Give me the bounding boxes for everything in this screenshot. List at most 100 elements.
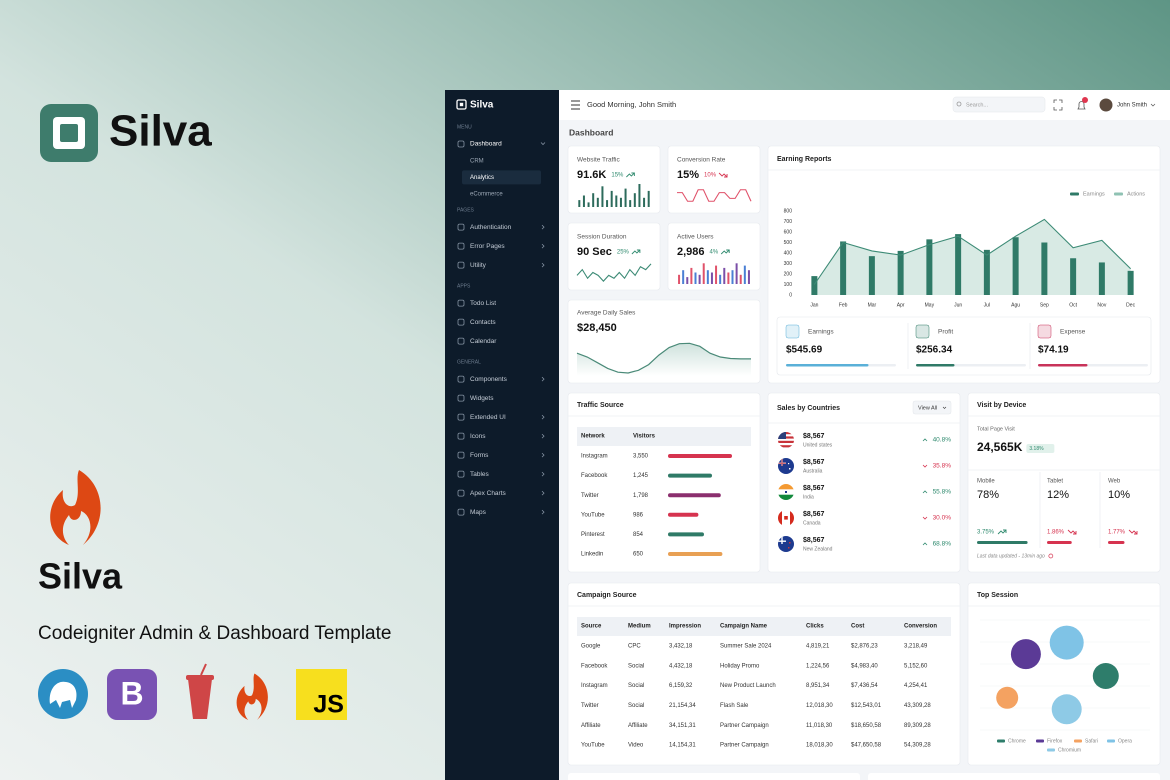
table-cell: 5,152,60 bbox=[904, 663, 928, 669]
legend-swatch bbox=[1114, 192, 1123, 196]
country-name: Australia bbox=[803, 468, 823, 474]
menu-item[interactable]: Widgets bbox=[470, 395, 494, 402]
spark-bar bbox=[610, 190, 613, 207]
search-box[interactable] bbox=[952, 96, 1046, 113]
network-name: Facebook bbox=[581, 473, 608, 479]
table-cell: 18,018,30 bbox=[806, 743, 833, 749]
flag-part bbox=[778, 510, 782, 526]
menu-item[interactable]: Dashboard bbox=[470, 141, 502, 148]
card-title: Traffic Source bbox=[577, 402, 624, 409]
update-note: Last data updated - 13min ago bbox=[977, 553, 1045, 559]
session-bubble bbox=[1092, 662, 1119, 689]
menu-icon bbox=[457, 375, 465, 383]
arrow-head bbox=[1073, 531, 1077, 535]
country-flag bbox=[778, 458, 794, 474]
notification-icon[interactable] bbox=[1077, 101, 1086, 110]
submenu-item[interactable]: CRM bbox=[470, 158, 484, 164]
menu-item[interactable]: Forms bbox=[470, 452, 489, 459]
table-header bbox=[577, 617, 951, 636]
share-bar bbox=[668, 552, 723, 556]
menu-item[interactable]: Calendar bbox=[470, 338, 497, 345]
sidebar-logo bbox=[456, 99, 467, 110]
table-cell: Facebook bbox=[581, 663, 608, 669]
card-title: Campaign Source bbox=[577, 592, 637, 599]
menu-item[interactable]: Contacts bbox=[470, 319, 496, 326]
up-chevron bbox=[922, 438, 928, 442]
spark-bar bbox=[690, 267, 693, 284]
stat-change: 15% bbox=[611, 173, 624, 179]
table-cell: CPC bbox=[628, 644, 641, 650]
menu-item[interactable]: Maps bbox=[470, 509, 487, 516]
menu-item[interactable]: Icons bbox=[470, 433, 486, 440]
y-tick-label: 700 bbox=[784, 219, 793, 225]
spark-bar bbox=[715, 265, 718, 284]
menu-icon bbox=[457, 413, 465, 421]
earnings-bar bbox=[1127, 270, 1134, 295]
menu-icon bbox=[457, 140, 465, 148]
trend-up-icon bbox=[720, 249, 730, 255]
earnings-bar bbox=[1012, 237, 1019, 295]
spark-bar bbox=[582, 195, 585, 207]
sidebar-heading: PAGES bbox=[457, 207, 475, 213]
campaign-card bbox=[567, 582, 961, 766]
menu-chevron bbox=[541, 433, 545, 439]
user-chevron bbox=[1150, 103, 1156, 107]
visitor-count: 650 bbox=[633, 552, 644, 558]
legend-label: Opera bbox=[1118, 738, 1132, 744]
menu-active-bg bbox=[462, 170, 541, 185]
table-cell: Video bbox=[628, 743, 644, 749]
table-cell: $12,543,01 bbox=[851, 703, 882, 709]
greeting: Good Morning, John Smith bbox=[587, 100, 676, 109]
flag-part bbox=[778, 440, 794, 443]
progress-bar bbox=[786, 364, 869, 367]
js-letters: JS bbox=[313, 691, 344, 719]
card-partial bbox=[568, 773, 860, 780]
earnings-bar bbox=[1041, 242, 1048, 295]
logo-mark-core bbox=[60, 124, 78, 142]
user-name[interactable]: John Smith bbox=[1117, 103, 1147, 109]
table-cell: Flash Sale bbox=[720, 703, 749, 709]
y-tick-label: 800 bbox=[784, 208, 793, 214]
table-cell: $47,650,58 bbox=[851, 743, 882, 749]
menu-item[interactable]: Components bbox=[470, 376, 508, 383]
device-name: Mobile bbox=[977, 479, 995, 485]
menu-item[interactable]: Apex Charts bbox=[470, 490, 507, 497]
country-flag bbox=[778, 432, 794, 448]
menu-item[interactable]: Error Pages bbox=[470, 243, 505, 250]
menu-item[interactable]: Utility bbox=[470, 262, 487, 269]
menu-item[interactable]: Tables bbox=[470, 471, 490, 478]
search-placeholder[interactable]: Search... bbox=[966, 102, 988, 108]
table-cell: Partner Campaign bbox=[720, 723, 769, 729]
table-cell: Instagram bbox=[581, 683, 608, 689]
spark-bar bbox=[710, 272, 713, 284]
summary-icon bbox=[785, 324, 800, 339]
fullscreen-icon[interactable] bbox=[1053, 99, 1063, 111]
x-tick-label: Mar bbox=[868, 302, 877, 308]
submenu-item[interactable]: eCommerce bbox=[470, 192, 503, 198]
table-cell: Social bbox=[628, 703, 644, 709]
device-name: Web bbox=[1108, 479, 1121, 485]
view-all-label[interactable]: View All bbox=[918, 405, 937, 411]
x-tick-label: Agu bbox=[1011, 302, 1020, 308]
spark-line bbox=[576, 263, 652, 282]
spark-bar bbox=[735, 263, 738, 284]
spark-bar bbox=[606, 200, 609, 207]
stat-title: Session Duration bbox=[577, 234, 627, 241]
spark-bar bbox=[638, 184, 641, 207]
card-title: Average Daily Sales bbox=[577, 310, 636, 317]
summary-label: Earnings bbox=[808, 329, 834, 336]
table-cell: $4,983,40 bbox=[851, 663, 878, 669]
submenu-item[interactable]: Analytics bbox=[470, 175, 494, 181]
view-all-button[interactable] bbox=[912, 400, 952, 415]
earnings-bar bbox=[840, 241, 847, 295]
table-cell: 12,018,30 bbox=[806, 703, 833, 709]
spark-bar bbox=[624, 188, 627, 207]
spark-bar bbox=[647, 190, 650, 207]
menu-item[interactable]: Authentication bbox=[470, 224, 512, 231]
stat-change: 25% bbox=[617, 250, 630, 256]
menu-item[interactable]: Todo List bbox=[470, 300, 496, 307]
table-cell: 21,154,34 bbox=[669, 703, 696, 709]
share-bar bbox=[668, 532, 704, 537]
menu-item[interactable]: Extended UI bbox=[470, 414, 506, 421]
device-change: 3.75% bbox=[977, 530, 995, 536]
